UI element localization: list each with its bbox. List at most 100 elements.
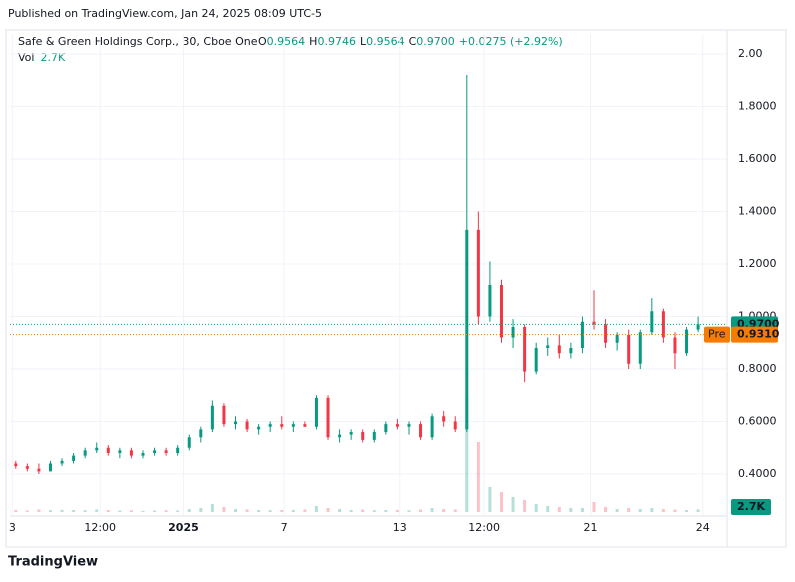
x-tick-label: 2025: [168, 521, 199, 534]
x-tick-label: 24: [696, 521, 710, 534]
candle-body: [615, 334, 619, 343]
volume-bar: [557, 507, 561, 512]
ohlc-key: O: [258, 35, 267, 48]
candle-body: [627, 334, 631, 364]
candle-body: [257, 426, 261, 430]
candle-body: [164, 450, 168, 453]
volume-bar: [83, 510, 87, 512]
candle-body: [187, 437, 191, 448]
vol-value: 2.7K: [40, 51, 65, 64]
x-tick-label: 13: [393, 521, 407, 534]
candle-body: [106, 447, 110, 453]
candle-body: [303, 424, 307, 427]
volume-bar: [569, 508, 573, 512]
volume-bar: [153, 510, 157, 512]
volume-bar: [303, 509, 307, 512]
y-tick-label: 2.00: [738, 47, 763, 60]
pre-tag-box: [704, 326, 730, 343]
candle-body: [222, 405, 226, 425]
ohlc-key: L: [360, 35, 367, 48]
volume-bar: [442, 509, 446, 512]
ohlc-value: 0.9564: [366, 35, 405, 48]
x-tick-label: 3: [9, 521, 16, 534]
candle-body: [268, 424, 272, 427]
volume-bar: [372, 510, 376, 512]
volume-bar: [106, 510, 110, 512]
volume-bar: [430, 508, 434, 512]
pre-price-label: 0.9310: [737, 328, 780, 341]
ohlc-value: 0.9700: [416, 35, 455, 48]
volume-bar: [534, 504, 538, 512]
candle-body: [199, 429, 203, 438]
candle-body: [176, 447, 180, 453]
ohlc: O0.9564 H0.9746 L0.9564 C0.9700 +0.0275 (+2.…: [258, 35, 563, 48]
volume-legend: Vol 2.7K: [18, 51, 66, 64]
volume-bar: [696, 509, 700, 512]
y-tick-label: 0.4000: [738, 467, 777, 480]
ohlc-key: H: [309, 35, 317, 48]
volume-bar: [488, 487, 492, 512]
candle-body: [465, 229, 469, 430]
volume-bar: [37, 509, 41, 512]
y-tick-label: 1.8000: [738, 100, 777, 113]
volume-bar: [407, 510, 411, 512]
volume-bar: [338, 509, 342, 512]
candle-body: [72, 455, 76, 461]
brand: TradingView: [8, 555, 98, 570]
candle-body: [245, 421, 249, 430]
x-tick-label: 7: [281, 521, 288, 534]
candle-body: [419, 424, 423, 438]
candle-body: [453, 421, 457, 430]
pre-price-box: [731, 326, 778, 343]
candle-body: [48, 463, 52, 472]
candle-body: [291, 424, 295, 427]
ohlc-value: 0.9564: [267, 35, 306, 48]
candle-body: [349, 432, 353, 435]
volume-bar: [499, 492, 503, 512]
candle-body: [210, 405, 214, 430]
volume-bar: [72, 510, 76, 512]
candle-body: [442, 416, 446, 422]
candle-body: [395, 424, 399, 427]
volume-bar: [650, 508, 654, 512]
candle-body: [384, 424, 388, 432]
change: +0.0275 (+2.92%): [459, 35, 563, 48]
y-tick-label: 0.8000: [738, 362, 777, 375]
x-tick-label: 12:00: [468, 521, 500, 534]
volume-bar: [14, 510, 18, 512]
candle-body: [326, 397, 330, 438]
candle-body: [361, 432, 365, 440]
candle-body: [372, 432, 376, 440]
candle-body: [580, 321, 584, 348]
volume-bar: [615, 509, 619, 512]
volume-bar: [419, 509, 423, 512]
candle-body: [638, 332, 642, 364]
volume-bar: [580, 508, 584, 512]
candle-body: [476, 229, 480, 317]
volume-bar: [280, 510, 284, 512]
vol-key: Vol: [18, 51, 34, 64]
candle-body: [557, 345, 561, 354]
candle-body: [314, 397, 318, 427]
volume-bar: [604, 507, 608, 512]
volume-bar: [176, 510, 180, 512]
volume-bar: [245, 509, 249, 512]
volume-bar: [164, 510, 168, 512]
volume-bar: [673, 509, 677, 512]
volume-bar: [199, 508, 203, 512]
candle-body: [234, 421, 238, 425]
candle-body: [604, 324, 608, 343]
candle-body: [37, 468, 41, 472]
candle-body: [661, 311, 665, 338]
volume-bar: [685, 510, 689, 512]
volume-bar: [395, 509, 399, 512]
candle-body: [523, 327, 527, 372]
candle-body: [511, 327, 515, 338]
y-tick-label: 0.6000: [738, 415, 777, 428]
published: Published on TradingView.com, Jan 24, 20…: [8, 7, 322, 20]
volume-bar: [234, 509, 238, 512]
legend-title: Safe & Green Holdings Corp., 30, Cboe On…: [18, 35, 258, 48]
y-tick-label: 1.6000: [738, 152, 777, 165]
volume-bar: [326, 508, 330, 512]
